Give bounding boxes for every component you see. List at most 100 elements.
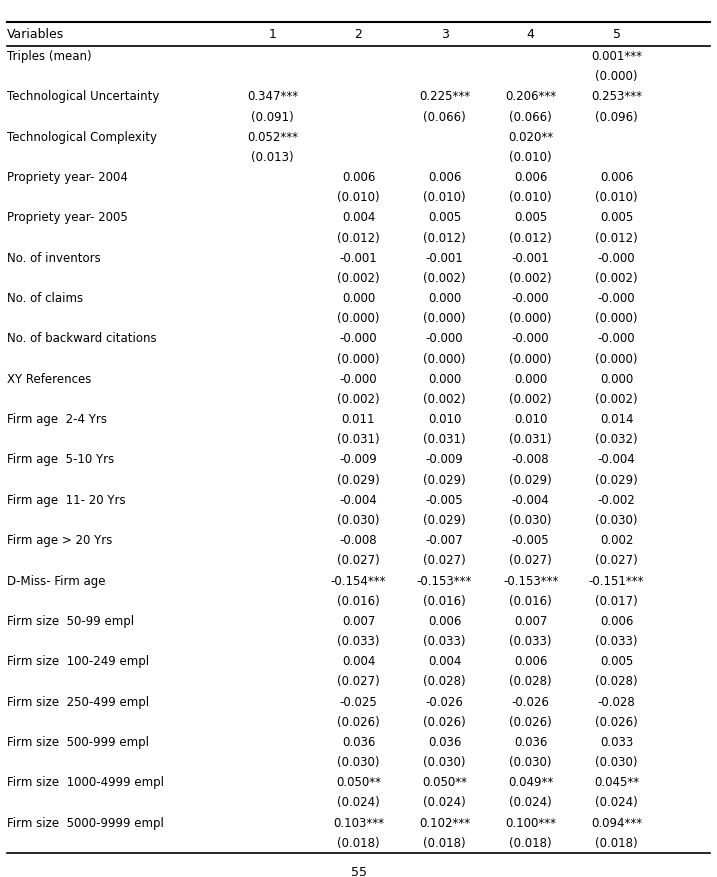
Text: Triples (mean): Triples (mean) (7, 50, 92, 63)
Text: (0.016): (0.016) (509, 595, 552, 608)
Text: -0.000: -0.000 (512, 332, 549, 346)
Text: (0.027): (0.027) (337, 554, 380, 567)
Text: 0.007: 0.007 (342, 615, 375, 628)
Text: (0.016): (0.016) (337, 595, 380, 608)
Text: (0.016): (0.016) (423, 595, 466, 608)
Text: (0.026): (0.026) (423, 716, 466, 729)
Text: 0.004: 0.004 (342, 655, 375, 668)
Text: (0.002): (0.002) (509, 393, 552, 406)
Text: (0.000): (0.000) (423, 312, 466, 325)
Text: (0.018): (0.018) (509, 837, 552, 850)
Text: -0.005: -0.005 (426, 494, 463, 507)
Text: (0.029): (0.029) (509, 474, 552, 487)
Text: (0.002): (0.002) (423, 272, 466, 285)
Text: 0.007: 0.007 (514, 615, 547, 628)
Text: -0.028: -0.028 (598, 695, 635, 709)
Text: (0.030): (0.030) (423, 756, 466, 769)
Text: 0.005: 0.005 (428, 211, 461, 225)
Text: Firm size  5000-9999 empl: Firm size 5000-9999 empl (7, 816, 164, 830)
Text: -0.026: -0.026 (512, 695, 549, 709)
Text: (0.002): (0.002) (337, 272, 380, 285)
Text: 0.033: 0.033 (600, 736, 633, 749)
Text: 0.253***: 0.253*** (591, 90, 642, 103)
Text: Firm size  50-99 empl: Firm size 50-99 empl (7, 615, 134, 628)
Text: (0.010): (0.010) (423, 191, 466, 204)
Text: -0.025: -0.025 (340, 695, 377, 709)
Text: (0.029): (0.029) (337, 474, 380, 487)
Text: (0.010): (0.010) (509, 151, 552, 164)
Text: (0.024): (0.024) (337, 796, 380, 809)
Text: (0.026): (0.026) (595, 716, 638, 729)
Text: 0.000: 0.000 (600, 373, 633, 386)
Text: (0.030): (0.030) (595, 514, 638, 527)
Text: XY References: XY References (7, 373, 92, 386)
Text: (0.018): (0.018) (423, 837, 466, 850)
Text: (0.000): (0.000) (595, 353, 638, 366)
Text: (0.066): (0.066) (509, 111, 552, 124)
Text: 0.000: 0.000 (514, 373, 547, 386)
Text: -0.026: -0.026 (426, 695, 463, 709)
Text: 0.020**: 0.020** (508, 131, 553, 144)
Text: 0.006: 0.006 (428, 615, 461, 628)
Text: Firm age  2-4 Yrs: Firm age 2-4 Yrs (7, 413, 107, 426)
Text: -0.004: -0.004 (340, 494, 377, 507)
Text: (0.018): (0.018) (595, 837, 638, 850)
Text: (0.030): (0.030) (509, 756, 552, 769)
Text: 0.014: 0.014 (600, 413, 633, 426)
Text: -0.009: -0.009 (426, 453, 463, 467)
Text: 0.006: 0.006 (600, 615, 633, 628)
Text: -0.007: -0.007 (426, 534, 463, 547)
Text: (0.000): (0.000) (423, 353, 466, 366)
Text: -0.000: -0.000 (598, 252, 635, 265)
Text: (0.010): (0.010) (509, 191, 552, 204)
Text: (0.027): (0.027) (595, 554, 638, 567)
Text: -0.001: -0.001 (340, 252, 377, 265)
Text: 4: 4 (527, 28, 534, 40)
Text: -0.001: -0.001 (426, 252, 463, 265)
Text: 0.000: 0.000 (428, 373, 461, 386)
Text: -0.000: -0.000 (598, 332, 635, 346)
Text: (0.002): (0.002) (595, 393, 638, 406)
Text: (0.029): (0.029) (595, 474, 638, 487)
Text: (0.096): (0.096) (595, 111, 638, 124)
Text: -0.004: -0.004 (512, 494, 549, 507)
Text: 0.005: 0.005 (600, 211, 633, 225)
Text: -0.153***: -0.153*** (417, 574, 473, 588)
Text: (0.024): (0.024) (509, 796, 552, 809)
Text: 0.036: 0.036 (514, 736, 547, 749)
Text: Firm size  100-249 empl: Firm size 100-249 empl (7, 655, 149, 668)
Text: Technological Uncertainty: Technological Uncertainty (7, 90, 160, 103)
Text: 0.103***: 0.103*** (333, 816, 384, 830)
Text: 0.045**: 0.045** (594, 776, 639, 789)
Text: -0.004: -0.004 (598, 453, 635, 467)
Text: (0.029): (0.029) (423, 514, 466, 527)
Text: -0.002: -0.002 (598, 494, 635, 507)
Text: -0.154***: -0.154*** (331, 574, 386, 588)
Text: 0.006: 0.006 (514, 171, 547, 184)
Text: (0.000): (0.000) (509, 353, 552, 366)
Text: (0.000): (0.000) (337, 312, 380, 325)
Text: (0.033): (0.033) (423, 635, 466, 648)
Text: Firm age  5-10 Yrs: Firm age 5-10 Yrs (7, 453, 115, 467)
Text: (0.033): (0.033) (337, 635, 380, 648)
Text: 0.010: 0.010 (428, 413, 461, 426)
Text: 0.005: 0.005 (600, 655, 633, 668)
Text: (0.002): (0.002) (423, 393, 466, 406)
Text: 0.006: 0.006 (600, 171, 633, 184)
Text: (0.000): (0.000) (337, 353, 380, 366)
Text: (0.002): (0.002) (595, 272, 638, 285)
Text: 0.004: 0.004 (428, 655, 461, 668)
Text: (0.033): (0.033) (595, 635, 638, 648)
Text: -0.009: -0.009 (340, 453, 377, 467)
Text: -0.153***: -0.153*** (503, 574, 559, 588)
Text: 5: 5 (612, 28, 621, 40)
Text: Propriety year- 2005: Propriety year- 2005 (7, 211, 128, 225)
Text: -0.000: -0.000 (340, 373, 377, 386)
Text: (0.012): (0.012) (337, 232, 380, 245)
Text: 0.036: 0.036 (428, 736, 461, 749)
Text: (0.000): (0.000) (595, 312, 638, 325)
Text: (0.029): (0.029) (423, 474, 466, 487)
Text: 0.100***: 0.100*** (505, 816, 556, 830)
Text: 1: 1 (269, 28, 276, 40)
Text: -0.000: -0.000 (512, 292, 549, 305)
